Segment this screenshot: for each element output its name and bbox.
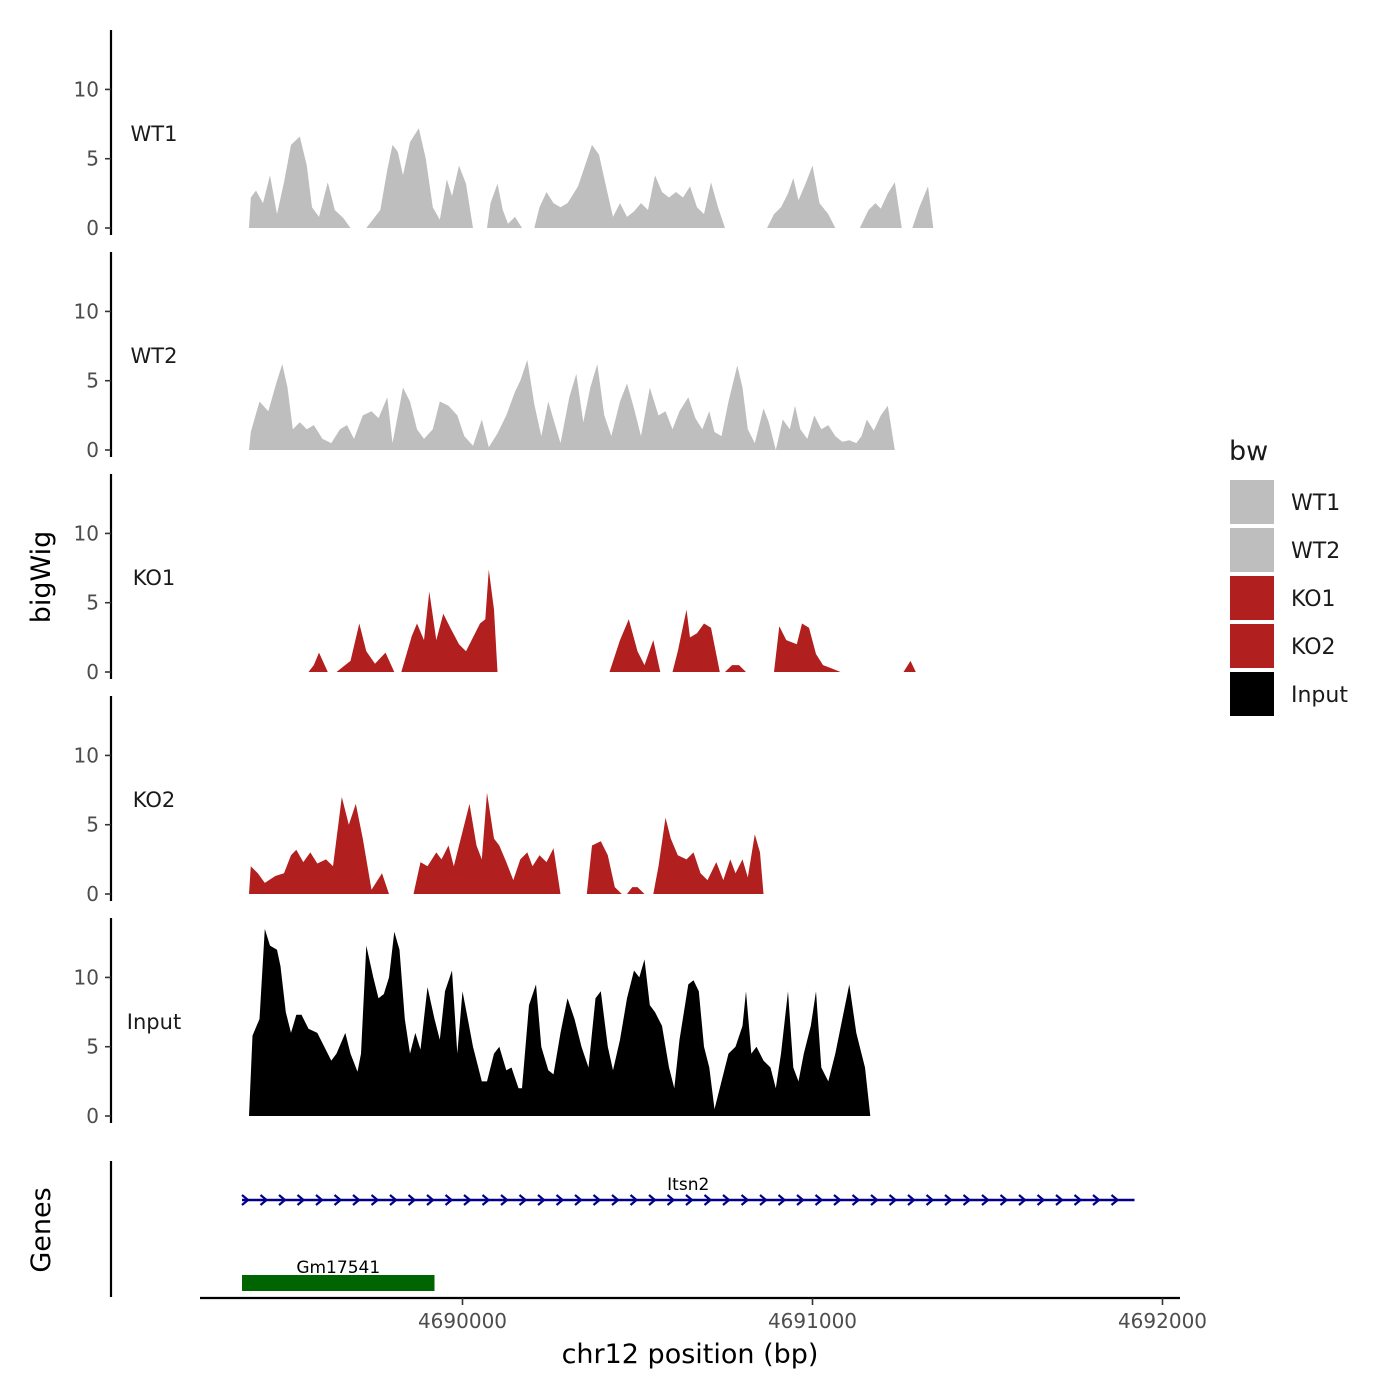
x-tick-label-4692000: 4692000 [1118, 1309, 1207, 1333]
y-tick-label-ko2-0: 0 [86, 882, 99, 906]
gene-strand-arrow-itsn2-29 [777, 1194, 787, 1206]
gene-strand-arrow-itsn2-22 [648, 1194, 657, 1206]
coverage-area-ko2 [249, 792, 764, 894]
y-tick-label-input-5: 5 [86, 1035, 99, 1059]
x-axis-title: chr12 position (bp) [562, 1339, 819, 1370]
y-tick-label-ko1-5: 5 [86, 591, 99, 615]
gene-strand-arrow-itsn2-26 [722, 1194, 731, 1206]
gene-strand-arrow-itsn2-28 [759, 1194, 768, 1206]
y-tick-label-input-0: 0 [86, 1104, 99, 1128]
legend: bw WT1 WT2 KO1 KO2 Input [1229, 436, 1348, 716]
gene-strand-arrow-itsn2-39 [962, 1194, 972, 1206]
gene-strand-arrow-itsn2-36 [907, 1194, 916, 1206]
legend-swatch-input [1230, 672, 1274, 716]
gene-strand-arrow-itsn2-5 [333, 1194, 343, 1206]
gene-strand-arrow-itsn2-7 [370, 1194, 380, 1206]
gene-strand-arrow-itsn2-46 [1092, 1194, 1101, 1206]
x-axis: 4690000 4691000 4692000 [200, 1296, 1207, 1333]
coverage-area-wt2 [249, 359, 895, 450]
gene-strand-arrow-itsn2-17 [555, 1194, 565, 1206]
gene-strand-arrow-itsn2-12 [463, 1194, 472, 1206]
y-tick-label-input-10: 10 [74, 965, 99, 989]
track-label-ko2: KO2 [133, 788, 176, 812]
gene-label-gm17541: Gm17541 [296, 1258, 380, 1278]
legend-label-wt1: WT1 [1291, 491, 1340, 516]
gene-strand-arrow-itsn2-42 [1018, 1194, 1027, 1206]
legend-swatch-wt2 [1230, 528, 1274, 572]
gene-strand-arrow-itsn2-34 [870, 1194, 879, 1206]
gene-strand-arrow-itsn2-31 [814, 1194, 824, 1206]
gene-strand-arrow-itsn2-24 [685, 1194, 694, 1206]
gene-strand-arrow-itsn2-33 [851, 1194, 861, 1206]
y-tick-label-wt2-5: 5 [86, 369, 99, 393]
gene-strand-arrow-itsn2-11 [444, 1194, 454, 1206]
y-tick-label-wt1-10: 10 [74, 77, 99, 101]
legend-label-input: Input [1291, 683, 1348, 708]
legend-label-ko1: KO1 [1291, 587, 1336, 612]
y-tick-label-wt1-5: 5 [86, 147, 99, 171]
gene-strand-arrow-itsn2-10 [426, 1194, 435, 1206]
coverage-area-ko1 [308, 569, 916, 672]
gene-strand-arrow-itsn2-0 [241, 1194, 250, 1206]
gene-strand-arrow-itsn2-9 [407, 1194, 417, 1206]
gene-strand-arrow-itsn2-8 [389, 1194, 398, 1206]
y-tick-label-ko2-5: 5 [86, 813, 99, 837]
track-label-wt1: WT1 [131, 122, 178, 146]
gene-strand-arrow-itsn2-1 [259, 1194, 269, 1206]
y-tick-label-wt2-10: 10 [74, 299, 99, 323]
legend-title: bw [1229, 436, 1268, 467]
gene-strand-arrow-itsn2-41 [999, 1194, 1009, 1206]
gene-strand-arrow-itsn2-44 [1055, 1194, 1064, 1206]
gene-strand-arrow-itsn2-37 [925, 1194, 935, 1206]
y-tick-label-ko1-0: 0 [86, 660, 99, 684]
gene-strand-arrow-itsn2-30 [796, 1194, 805, 1206]
gene-strand-arrow-itsn2-35 [888, 1194, 898, 1206]
y-tick-label-wt1-0: 0 [86, 216, 99, 240]
legend-label-wt2: WT2 [1291, 539, 1340, 564]
gene-strand-arrow-itsn2-3 [296, 1194, 306, 1206]
gene-strand-arrow-itsn2-4 [315, 1194, 324, 1206]
coverage-area-input [249, 928, 871, 1116]
coverage-tracks: 0 5 10 WT1 0 5 10 WT2 0 5 10 KO1 0 5 10 KO2 0 5 10 Input [74, 30, 934, 1128]
gene-strand-arrow-itsn2-43 [1036, 1194, 1046, 1206]
gene-strand-arrow-itsn2-38 [944, 1194, 953, 1206]
x-tick-label-4690000: 4690000 [418, 1309, 507, 1333]
gene-strand-arrow-itsn2-47 [1110, 1194, 1120, 1206]
gene-strand-arrow-itsn2-20 [611, 1194, 620, 1206]
gene-label-itsn2: Itsn2 [667, 1175, 709, 1195]
gene-strand-arrow-itsn2-23 [666, 1194, 676, 1206]
gene-track: Itsn2 Gm17541 [109, 1161, 1135, 1297]
track-label-wt2: WT2 [131, 344, 178, 368]
gene-strand-arrow-itsn2-19 [592, 1194, 602, 1206]
gene-strand-arrow-itsn2-6 [352, 1194, 361, 1206]
track-label-input: Input [127, 1010, 181, 1034]
gene-strand-arrow-itsn2-13 [481, 1194, 491, 1206]
y-tick-label-ko2-10: 10 [74, 743, 99, 767]
legend-swatch-wt1 [1230, 480, 1274, 524]
legend-swatch-ko1 [1230, 576, 1274, 620]
gene-strand-arrow-itsn2-40 [981, 1194, 990, 1206]
y-tick-label-wt2-0: 0 [86, 438, 99, 462]
gene-strand-arrow-itsn2-25 [703, 1194, 713, 1206]
legend-label-ko2: KO2 [1291, 635, 1336, 660]
gene-body-gm17541 [242, 1275, 435, 1291]
genes-axis-title: Genes [26, 1187, 57, 1272]
gene-strand-arrow-itsn2-27 [740, 1194, 750, 1206]
gene-strand-arrow-itsn2-21 [629, 1194, 639, 1206]
gene-strand-arrow-itsn2-14 [500, 1194, 509, 1206]
y-axis-title: bigWig [26, 531, 57, 624]
gene-strand-arrow-itsn2-45 [1073, 1194, 1083, 1206]
gene-strand-arrow-itsn2-2 [278, 1194, 287, 1206]
gene-strand-arrow-itsn2-32 [833, 1194, 842, 1206]
y-tick-label-ko1-10: 10 [74, 521, 99, 545]
track-label-ko1: KO1 [133, 566, 176, 590]
gene-strand-arrow-itsn2-18 [574, 1194, 583, 1206]
coverage-area-wt1 [249, 128, 934, 228]
gene-strand-arrow-itsn2-15 [518, 1194, 528, 1206]
x-tick-label-4691000: 4691000 [768, 1309, 857, 1333]
legend-swatch-ko2 [1230, 624, 1274, 668]
gene-strand-arrow-itsn2-16 [537, 1194, 546, 1206]
